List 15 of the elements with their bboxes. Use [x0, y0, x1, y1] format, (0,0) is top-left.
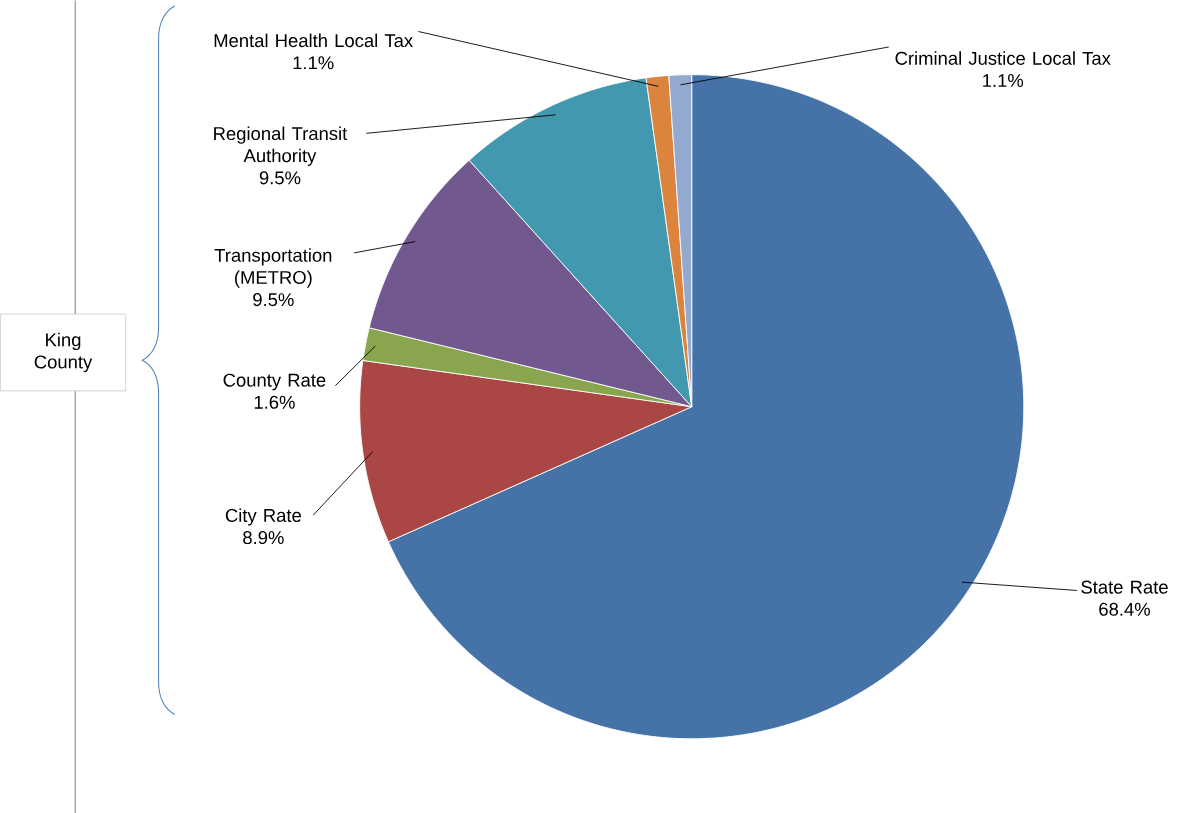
slice-label: State Rate [1081, 580, 1168, 594]
data-label: 1.1% [293, 56, 334, 70]
data-label: 9.5% [259, 171, 301, 185]
data-label: 1.1% [983, 73, 1024, 87]
slice-label: Transportation (METRO) [214, 248, 332, 288]
data-label: 8.9% [243, 530, 284, 544]
slice-label: County Rate [223, 373, 326, 391]
slice-label: Criminal Justice Local Tax [895, 51, 1111, 65]
slice-label: Mental Health Local Tax [214, 33, 413, 47]
data-label: 68.4% [1099, 602, 1150, 616]
text: King County [34, 332, 93, 372]
slice-label: Regional Transit Authority [214, 126, 348, 166]
slice-label: City Rate [225, 508, 301, 526]
data-label: 1.6% [254, 395, 295, 409]
data-label: 9.5% [253, 292, 294, 306]
